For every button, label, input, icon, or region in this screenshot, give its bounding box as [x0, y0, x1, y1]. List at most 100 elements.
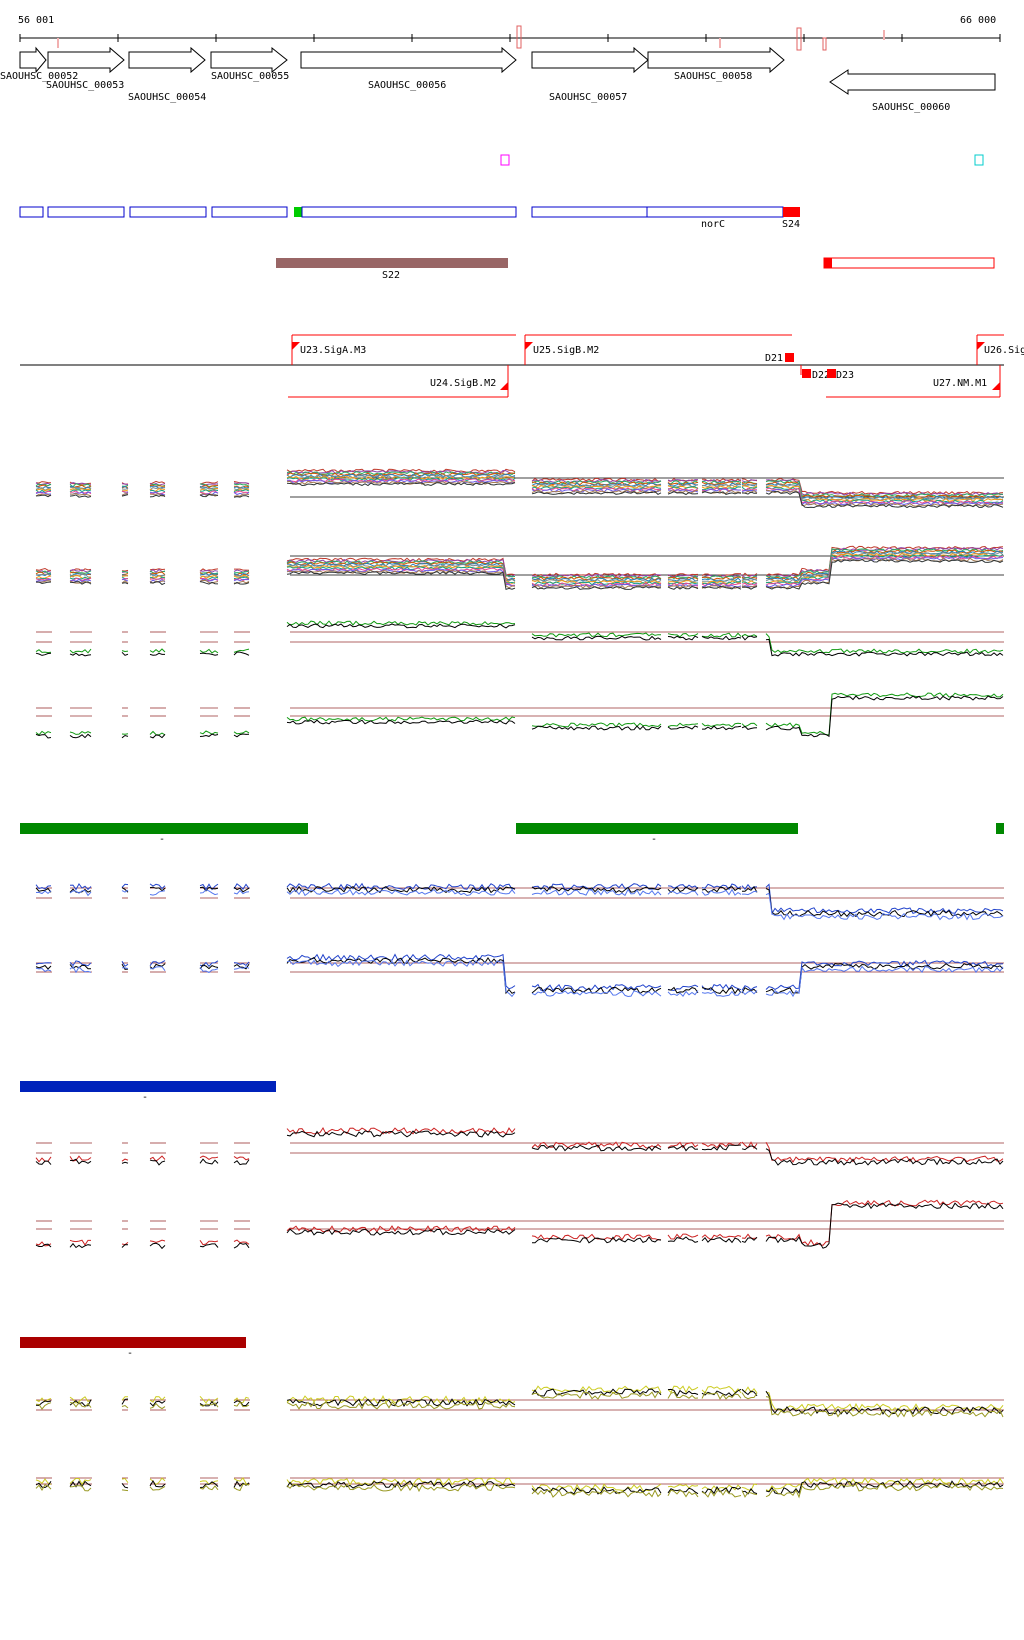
profile-line [121, 582, 129, 585]
gene-label[interactable]: SAOUHSC_00060 [872, 102, 950, 113]
gene-arrow[interactable] [19, 46, 47, 74]
profile-line [765, 1148, 1004, 1166]
profile-line [233, 886, 250, 893]
profile-line [149, 1402, 166, 1410]
profile-line [765, 554, 1004, 585]
profile-line [765, 959, 1004, 990]
profile-line [35, 1484, 52, 1491]
gene-arrow[interactable] [47, 46, 125, 74]
gene-arrow[interactable] [210, 46, 288, 74]
profile-line [701, 486, 742, 491]
profile-line [233, 966, 250, 970]
profile-line [233, 1401, 250, 1408]
profile-line [199, 491, 219, 496]
profile-line [199, 964, 219, 970]
profile-line [199, 960, 219, 968]
profile-line [667, 491, 699, 496]
profile-line [531, 487, 662, 492]
profile-line [286, 1401, 516, 1410]
profile-line [765, 965, 1004, 998]
profile-line [69, 733, 92, 739]
profile-line [35, 1156, 52, 1163]
profile-line [69, 1480, 92, 1488]
condition-bar [516, 823, 798, 834]
profile-line [286, 482, 516, 487]
profile-line [286, 564, 516, 584]
profile-line [765, 557, 1004, 589]
profile-line [69, 492, 92, 497]
gene-label[interactable]: SAOUHSC_00052 [0, 71, 78, 82]
profile-line [531, 885, 662, 894]
profile-line [531, 722, 662, 728]
tu-label: U26.Sig [984, 345, 1024, 356]
profile-line [286, 571, 516, 591]
gene-track: SAOUHSC_00052 SAOUHSC_00053 SAOUHSC_0005… [0, 46, 996, 113]
profile-line [35, 1397, 52, 1403]
profile-line [286, 478, 516, 483]
profile-line [121, 490, 129, 493]
profile-line [667, 725, 699, 730]
profile-line [233, 889, 250, 895]
profile-line [286, 620, 516, 626]
profile-line [701, 485, 741, 490]
profile-line [765, 1202, 1004, 1249]
profile-panel [35, 953, 1004, 998]
profile-line [765, 490, 1004, 509]
gene-arrow[interactable] [128, 46, 206, 74]
profile-line [199, 581, 219, 585]
profile-line [701, 580, 742, 584]
gene-arrow[interactable] [531, 46, 649, 74]
profile-line [286, 1127, 516, 1135]
profile-line [667, 984, 699, 992]
profile-line [286, 1483, 516, 1493]
profile-line [741, 575, 758, 579]
profile-line [701, 1233, 742, 1241]
profile-line [233, 1159, 250, 1166]
profile-line [667, 884, 699, 890]
profile-line [741, 1236, 758, 1243]
profile-panel [35, 882, 1004, 921]
profile-line [233, 574, 250, 579]
profile-line [531, 491, 662, 496]
profile-line [149, 1159, 166, 1166]
profile-line [701, 990, 742, 997]
profile-line [286, 468, 516, 473]
profile-line [765, 558, 1004, 590]
gene-arrow[interactable] [829, 69, 996, 95]
profile-line [233, 1239, 250, 1245]
profile-line [149, 960, 166, 967]
profile-line [199, 493, 219, 498]
profile-line [149, 578, 166, 580]
profile-line [286, 1480, 516, 1489]
gene-label[interactable]: SAOUHSC_00054 [128, 92, 206, 103]
gene-label[interactable]: SAOUHSC_00058 [674, 71, 752, 82]
tu-label: D23 [836, 370, 854, 381]
profile-line [69, 489, 92, 493]
condition-bar [20, 823, 308, 834]
profile-line [765, 545, 1004, 577]
profile-line [69, 889, 92, 897]
profile-line [667, 1144, 699, 1152]
profile-line [531, 990, 662, 998]
profile-line [69, 573, 92, 578]
profile-line [199, 489, 219, 493]
gene-label[interactable]: SAOUHSC_00056 [368, 80, 446, 91]
gene-arrow[interactable] [647, 46, 785, 74]
gene-arrow[interactable] [300, 46, 517, 74]
gene-label[interactable]: SAOUHSC_00057 [549, 92, 627, 103]
profile-line [149, 1480, 166, 1488]
profile-line [765, 695, 1004, 738]
profile-line [233, 963, 250, 970]
gene-label[interactable]: SAOUHSC_00053 [46, 80, 124, 91]
profile-line [233, 490, 250, 494]
gene-label[interactable]: SAOUHSC_00055 [211, 71, 289, 82]
profile-line [121, 1158, 129, 1162]
profile-line [199, 483, 219, 486]
profile-line [741, 1392, 758, 1400]
profile-line [766, 550, 1004, 582]
profile-line [199, 889, 219, 896]
profile-line [286, 623, 516, 629]
profile-line [121, 1477, 129, 1483]
profile-line [286, 471, 516, 476]
profile-line [199, 1481, 219, 1488]
